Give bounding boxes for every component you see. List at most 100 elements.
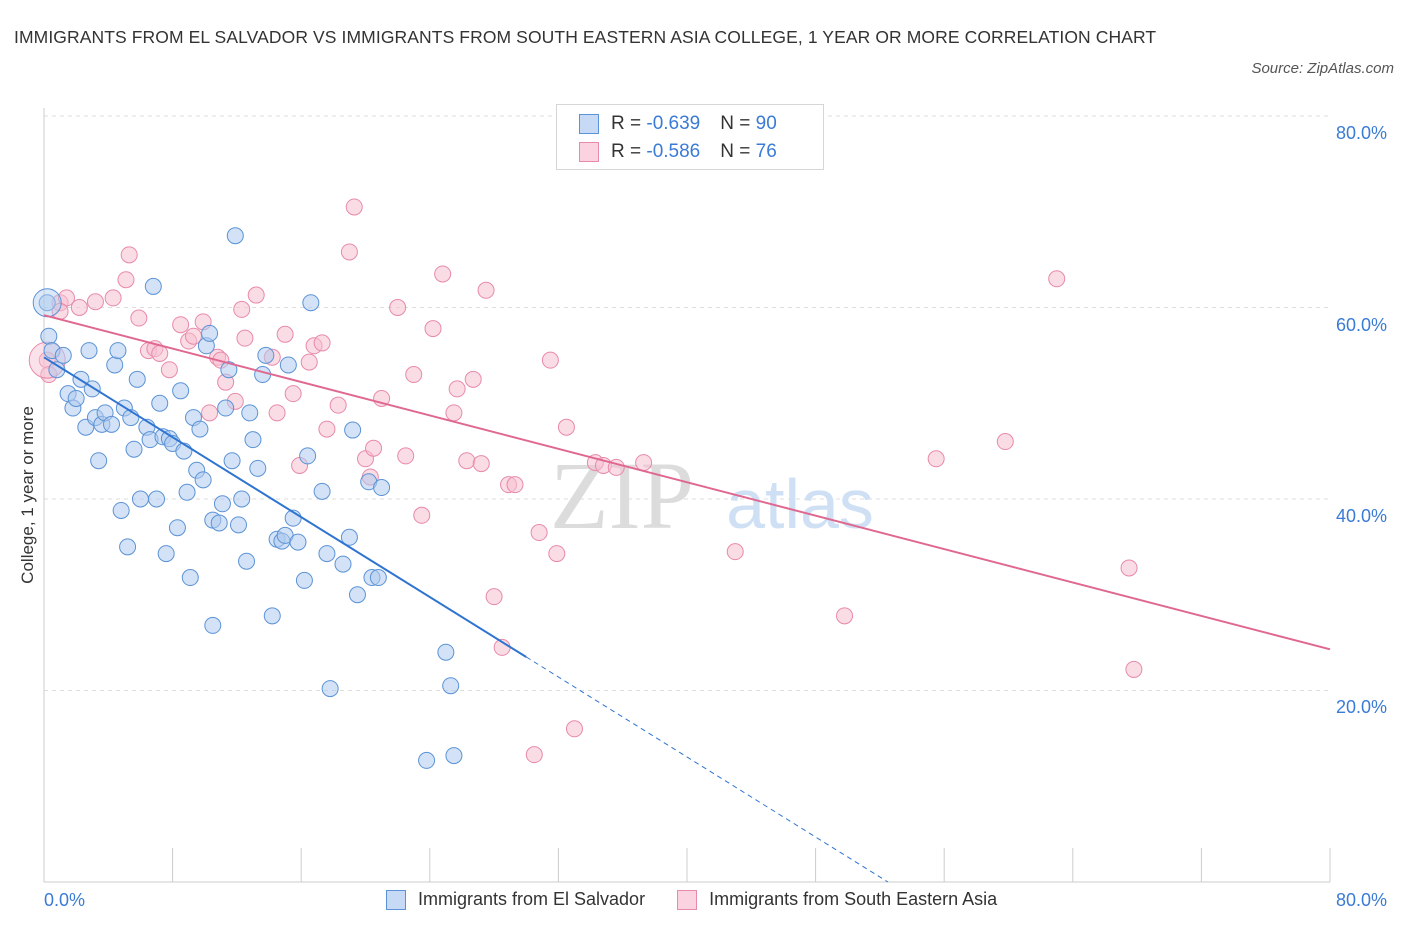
point-es-4 xyxy=(54,346,72,364)
point-es-82 xyxy=(373,479,391,497)
point-es-1 xyxy=(40,327,58,345)
legend-r-label: R = xyxy=(611,113,647,134)
point-sea-63 xyxy=(565,720,583,738)
point-sea-24 xyxy=(236,329,254,347)
point-es-42 xyxy=(191,420,209,438)
point-sea-5 xyxy=(86,293,104,311)
y-tick-label-80: 80.0% xyxy=(1336,123,1388,143)
point-es-75 xyxy=(334,555,352,573)
point-sea-67 xyxy=(635,454,653,472)
point-sea-60 xyxy=(541,351,559,369)
point-sea-31 xyxy=(300,353,318,371)
point-sea-49 xyxy=(448,380,466,398)
point-sea-74 xyxy=(1125,660,1143,678)
point-sea-62 xyxy=(557,418,575,436)
legend-n-value: 90 xyxy=(755,113,777,134)
point-es-57 xyxy=(241,404,259,422)
source-label: Source: ZipAtlas.com xyxy=(1251,60,1394,77)
point-es-68 xyxy=(289,533,307,551)
point-sea-69 xyxy=(836,607,854,625)
legend-item-el-salvador[interactable]: Immigrants from El Salvador xyxy=(386,889,645,910)
legend-swatch-blue xyxy=(579,114,599,134)
point-sea-34 xyxy=(318,420,336,438)
axes xyxy=(43,108,1331,883)
point-sea-52 xyxy=(472,455,490,473)
y-tick-label-60: 60.0% xyxy=(1336,315,1388,335)
point-es-83 xyxy=(442,677,460,695)
point-es-10 xyxy=(80,342,98,360)
legend-r-label: R = xyxy=(611,141,647,162)
point-es-19 xyxy=(112,501,130,519)
point-es-23 xyxy=(125,440,143,458)
point-sea-28 xyxy=(276,325,294,343)
legend-n-label: N = xyxy=(720,113,756,134)
series-legend: Immigrants from El Salvador Immigrants f… xyxy=(386,889,1029,910)
point-sea-16 xyxy=(184,327,202,345)
point-es-30 xyxy=(151,394,169,412)
point-es-56 xyxy=(238,552,256,570)
legend-label-south-eastern-asia: Immigrants from South Eastern Asia xyxy=(709,889,998,909)
point-sea-48 xyxy=(445,404,463,422)
point-es-36 xyxy=(172,382,190,400)
point-sea-18 xyxy=(201,404,219,422)
point-es-29 xyxy=(148,490,166,508)
point-es-81 xyxy=(369,569,387,587)
point-sea-43 xyxy=(397,447,415,465)
point-sea-12 xyxy=(151,344,169,362)
point-sea-7 xyxy=(117,271,135,289)
series-el-salvador-points xyxy=(32,227,463,769)
trend-line-el-salvador-extension xyxy=(525,656,889,883)
point-es-39 xyxy=(181,569,199,587)
point-es-32 xyxy=(157,545,175,563)
point-sea-25 xyxy=(247,286,265,304)
legend-r-value: -0.639 xyxy=(646,113,701,134)
legend-swatch-blue xyxy=(386,889,406,910)
point-sea-68 xyxy=(726,543,744,561)
point-es-70 xyxy=(299,447,317,465)
point-sea-33 xyxy=(313,334,331,352)
point-es-51 xyxy=(220,361,238,379)
legend-n-value: 76 xyxy=(755,141,777,162)
point-es-71 xyxy=(302,294,320,312)
point-sea-47 xyxy=(434,265,452,283)
point-sea-70 xyxy=(927,450,945,468)
y-tick-label-40: 40.0% xyxy=(1336,506,1388,526)
point-es-35 xyxy=(168,519,186,537)
point-es-47 xyxy=(204,616,222,634)
legend-row-el-salvador: R = -0.639 N = 90 xyxy=(579,111,777,137)
chart-title: IMMIGRANTS FROM EL SALVADOR VS IMMIGRANT… xyxy=(14,27,1157,47)
point-sea-6 xyxy=(104,289,122,307)
point-sea-27 xyxy=(268,404,286,422)
point-sea-36 xyxy=(340,243,358,261)
x-tick-label-max: 80.0% xyxy=(1336,890,1388,910)
point-sea-23 xyxy=(233,300,251,318)
point-sea-40 xyxy=(365,439,383,457)
point-sea-29 xyxy=(284,385,302,403)
point-es-37 xyxy=(175,442,193,460)
point-es-13 xyxy=(90,452,108,470)
legend-swatch-pink xyxy=(677,889,698,910)
point-es-73 xyxy=(318,545,336,563)
legend-label-el-salvador: Immigrants from El Salvador xyxy=(418,889,646,909)
point-es-66 xyxy=(279,356,297,374)
point-es-59 xyxy=(249,459,267,477)
point-es-86 xyxy=(418,751,436,769)
point-es-84 xyxy=(437,643,455,661)
point-es-54 xyxy=(230,516,248,534)
point-sea-71 xyxy=(996,433,1014,451)
point-sea-51 xyxy=(464,370,482,388)
trend-line-el-salvador xyxy=(43,356,527,658)
watermark-atlas: atlas xyxy=(726,465,874,543)
point-es-24 xyxy=(128,370,146,388)
legend-swatch-pink xyxy=(579,142,599,162)
point-sea-58 xyxy=(525,746,543,764)
point-sea-37 xyxy=(345,198,363,216)
point-es-61 xyxy=(257,346,275,364)
point-sea-42 xyxy=(389,299,407,316)
legend-row-south-eastern-asia: R = -0.586 N = 76 xyxy=(579,139,777,165)
legend-item-south-eastern-asia[interactable]: Immigrants from South Eastern Asia xyxy=(677,889,997,910)
point-es-60 xyxy=(254,366,272,384)
stats-legend: R = -0.639 N = 90 R = -0.586 N = 76 xyxy=(556,104,824,170)
point-es-7 xyxy=(67,389,85,407)
